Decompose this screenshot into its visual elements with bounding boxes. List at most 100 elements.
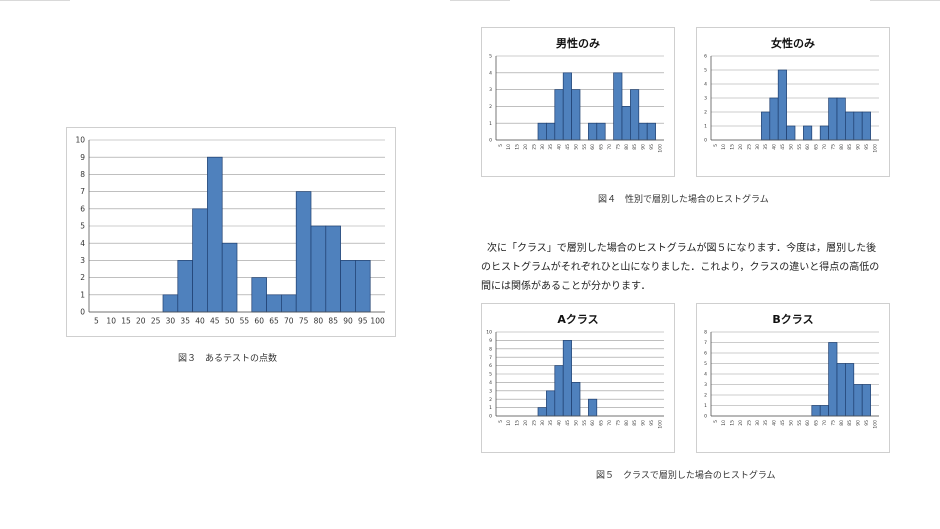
x-tick-label: 35 [548,420,554,426]
x-tick-label: 10 [506,144,512,150]
x-tick-label: 95 [649,144,655,150]
bar-40 [192,208,208,313]
x-tick-label: 70 [284,317,294,326]
figure5-classA-chart-frame: Aクラス 0 1 2 3 4 5 6 7 8 9 10 5 10 15 20 25 30 35 40 45 50 55 60… [481,303,675,453]
x-tick-label: 60 [805,420,811,426]
bar-70 [819,405,829,417]
x-tick-label: 85 [328,317,338,326]
bar-80 [621,106,631,141]
bar-80 [836,363,846,417]
page-edge-middle [450,0,510,1]
y-tick-label: 2 [489,397,492,403]
x-tick-label: 80 [839,144,845,150]
figure3-chart-frame: 0 1 2 3 4 5 6 7 8 9 10 5 10 15 20 25 30 35 40 45 50 55 60 65 70 7… [66,127,396,337]
figure3-caption: 図３ あるテストの点数 [178,354,278,364]
x-tick-label: 90 [856,144,862,150]
figure4-male-chart-frame: 男性のみ 0 1 2 3 4 5 5 10 15 20 25 30 35 40 45 50 55 60 65 70 75… [481,27,675,177]
x-tick-label: 65 [269,317,279,326]
x-tick-label: 30 [540,144,546,150]
bar-60 [588,398,598,417]
x-tick-label: 80 [624,420,630,426]
y-tick-label: 4 [489,380,492,386]
x-tick-label: 65 [814,144,820,150]
y-tick-label: 3 [489,388,492,394]
y-tick-label: 5 [80,222,85,231]
bar-75 [828,342,838,417]
x-tick-label: 20 [523,144,529,150]
x-tick-label: 70 [822,420,828,426]
x-tick-label: 95 [864,144,870,150]
x-tick-label: 40 [557,144,563,150]
bar-35 [546,122,556,141]
x-tick-label: 60 [254,317,264,326]
y-tick-label: 3 [704,382,707,388]
bar-35 [177,260,193,313]
classA-chart-title: Aクラス [557,313,599,326]
y-tick-label: 8 [704,330,707,336]
x-tick-label: 85 [847,420,853,426]
y-tick-label: 2 [704,393,707,399]
x-tick-label: 55 [797,420,803,426]
bar-75 [828,97,838,141]
x-tick-label: 75 [615,144,621,150]
x-tick-label: 45 [565,420,571,426]
x-tick-label: 10 [721,144,727,150]
x-tick-label: 90 [641,420,647,426]
x-tick-label: 10 [506,420,512,426]
x-tick-label: 55 [582,144,588,150]
paragraph-line-2: のヒストグラムがそれぞれひと山になりました．これより，クラスの違いと得点の高低の [481,262,880,273]
male-chart-title: 男性のみ [556,37,600,50]
y-tick-label: 6 [704,351,707,357]
x-tick-label: 25 [746,420,752,426]
y-tick-label: 5 [489,54,492,60]
x-tick-label: 30 [755,144,761,150]
bar-75 [613,72,623,141]
x-tick-label: 25 [746,144,752,150]
bar-45 [207,156,223,313]
y-tick-label: 6 [704,54,707,60]
female-chart-title: 女性のみ [771,37,815,50]
bar-85 [630,89,640,141]
y-tick-label: 2 [80,273,85,282]
x-tick-label: 95 [649,420,655,426]
x-tick-label: 45 [780,144,786,150]
bar-85 [845,363,855,417]
x-tick-label: 100 [872,144,878,153]
bar-30 [162,294,179,313]
bar-65 [811,405,821,417]
bar-95 [646,122,656,141]
x-tick-label: 15 [515,144,521,150]
bar-75 [295,191,312,313]
y-tick-label: 7 [489,355,492,361]
y-tick-label: 10 [75,136,85,145]
x-tick-label: 10 [106,317,116,326]
x-tick-label: 20 [136,317,146,326]
x-tick-label: 5 [713,420,719,423]
bar-60 [251,277,267,313]
x-tick-label: 40 [772,420,778,426]
x-tick-label: 100 [657,420,663,429]
y-tick-label: 6 [489,363,492,369]
figure4-caption: 図４ 性別で層別した場合のヒストグラム [598,195,769,205]
bar-90 [638,122,648,141]
paragraph-line-1: 次に「クラス」で層別した場合のヒストグラムが図５になります．今度は，層別した後 [487,243,877,254]
y-tick-label: 1 [489,121,492,127]
y-tick-label: 4 [489,70,492,76]
x-tick-label: 75 [830,144,836,150]
page-edge-right [870,0,940,1]
y-tick-label: 9 [489,338,492,344]
y-tick-label: 7 [80,187,85,196]
x-tick-label: 80 [624,144,630,150]
bar-95 [861,384,871,417]
bar-95 [861,111,871,141]
y-tick-label: 10 [486,330,492,336]
x-tick-label: 75 [830,420,836,426]
x-tick-label: 80 [839,420,845,426]
y-tick-label: 0 [80,308,85,317]
y-tick-label: 4 [704,372,707,378]
x-tick-label: 40 [557,420,563,426]
x-tick-label: 30 [540,420,546,426]
bar-45 [562,340,572,417]
